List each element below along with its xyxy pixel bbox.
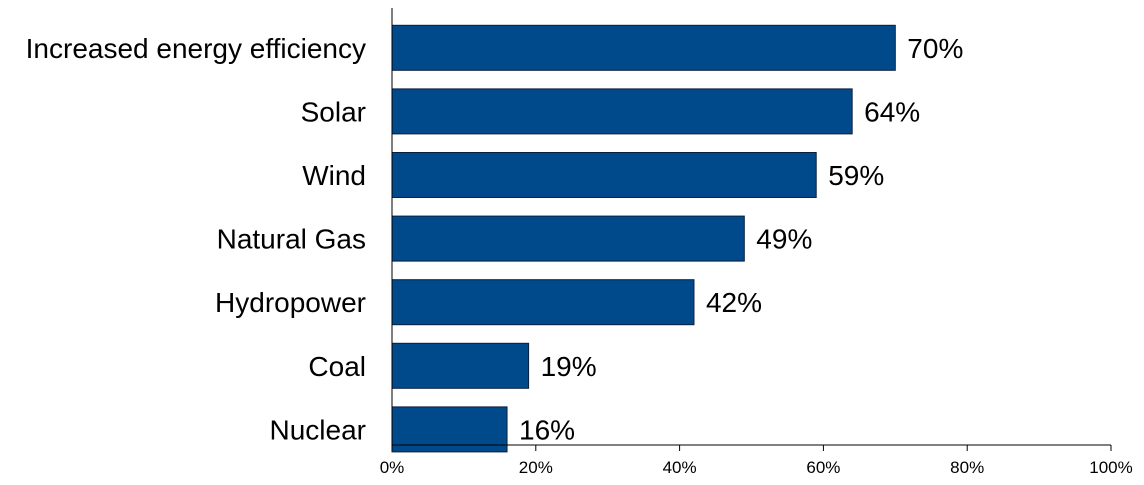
bars-group xyxy=(391,24,896,453)
category-label: Increased energy efficiency xyxy=(26,33,366,64)
x-tick-label: 20% xyxy=(519,458,553,477)
x-tick-label: 100% xyxy=(1089,458,1132,477)
data-label: 64% xyxy=(864,96,920,127)
bar xyxy=(391,406,508,453)
data-label: 16% xyxy=(519,414,575,445)
value-labels: 70% 64% 59% 49% 42% 19% 16% xyxy=(519,33,963,446)
bar xyxy=(391,24,896,71)
x-tick-label: 60% xyxy=(806,458,840,477)
x-tick-label: 80% xyxy=(950,458,984,477)
bar xyxy=(391,88,853,135)
category-label: Solar xyxy=(301,96,366,127)
x-tick-label: 40% xyxy=(663,458,697,477)
bar xyxy=(391,279,695,326)
category-label: Nuclear xyxy=(270,414,366,445)
category-label: Natural Gas xyxy=(217,224,366,255)
data-label: 42% xyxy=(706,287,762,318)
x-tick-label: 0% xyxy=(380,458,405,477)
data-label: 19% xyxy=(541,351,597,382)
data-label: 59% xyxy=(828,160,884,191)
category-label: Coal xyxy=(308,351,366,382)
bar xyxy=(391,152,817,198)
x-axis-ticks: 0% 20% 40% 60% 80% 100% xyxy=(380,445,1133,477)
data-label: 70% xyxy=(907,33,963,64)
bar xyxy=(391,342,530,389)
data-label: 49% xyxy=(756,224,812,255)
category-labels: Increased energy efficiency Solar Wind Natu… xyxy=(26,33,366,446)
bar xyxy=(391,215,745,262)
category-label: Wind xyxy=(302,160,366,191)
category-label: Hydropower xyxy=(215,287,366,318)
